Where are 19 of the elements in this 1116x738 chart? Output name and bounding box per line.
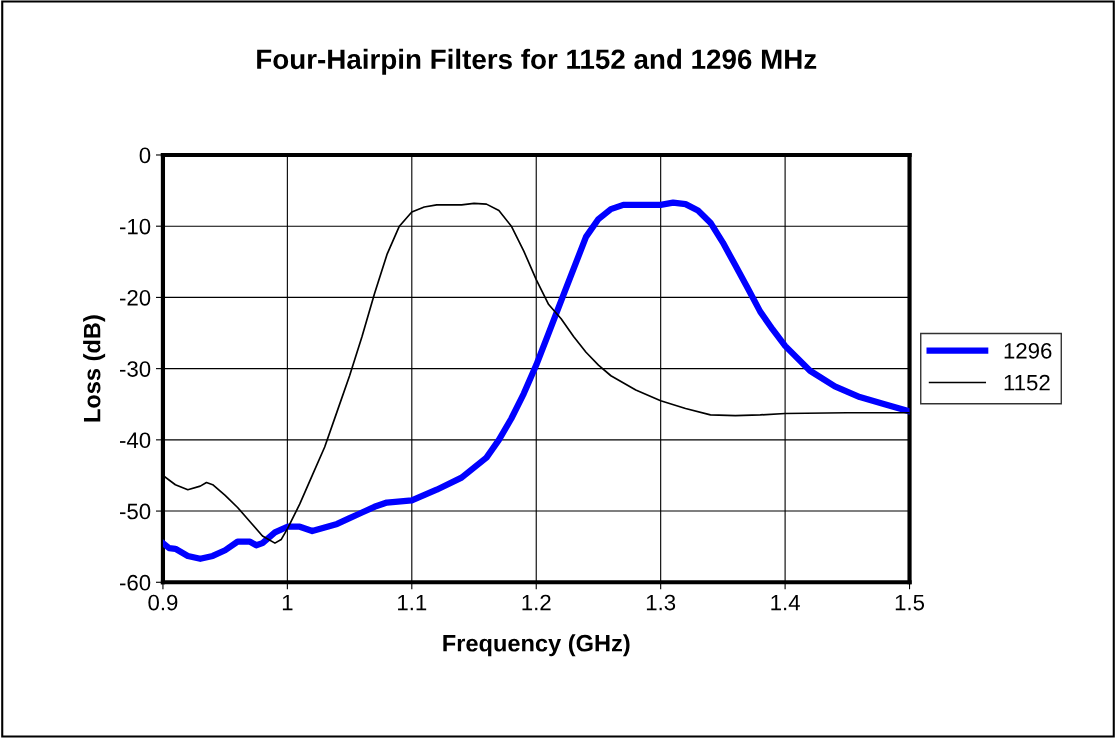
- x-tick-label: 1.4: [771, 594, 800, 611]
- x-tick-label: 1.2: [522, 594, 551, 611]
- chart-title: Four-Hairpin Filters for 1152 and 1296 MHz: [257, 48, 817, 75]
- x-tick-label: 1.1: [398, 594, 427, 611]
- y-tick-label: -10: [120, 218, 151, 235]
- x-tick-label: 1.5: [895, 594, 925, 611]
- legend-label: 1296: [1004, 342, 1052, 359]
- y-tick-label: -50: [120, 503, 151, 520]
- y-tick-label: -20: [120, 289, 151, 306]
- legend-label: 1152: [1004, 374, 1050, 391]
- y-tick-label: -40: [120, 432, 151, 449]
- y-tick-label: -30: [120, 361, 151, 377]
- y-axis-title: Loss (dB): [83, 315, 106, 422]
- y-tick-label: 0: [139, 147, 151, 164]
- x-axis-title: Frequency (GHz): [443, 634, 630, 657]
- y-tick-label: -60: [120, 574, 151, 591]
- x-tick-label: 0.9: [148, 594, 178, 611]
- x-tick-label: 1.3: [646, 594, 676, 611]
- x-tick-label: 1: [282, 594, 293, 611]
